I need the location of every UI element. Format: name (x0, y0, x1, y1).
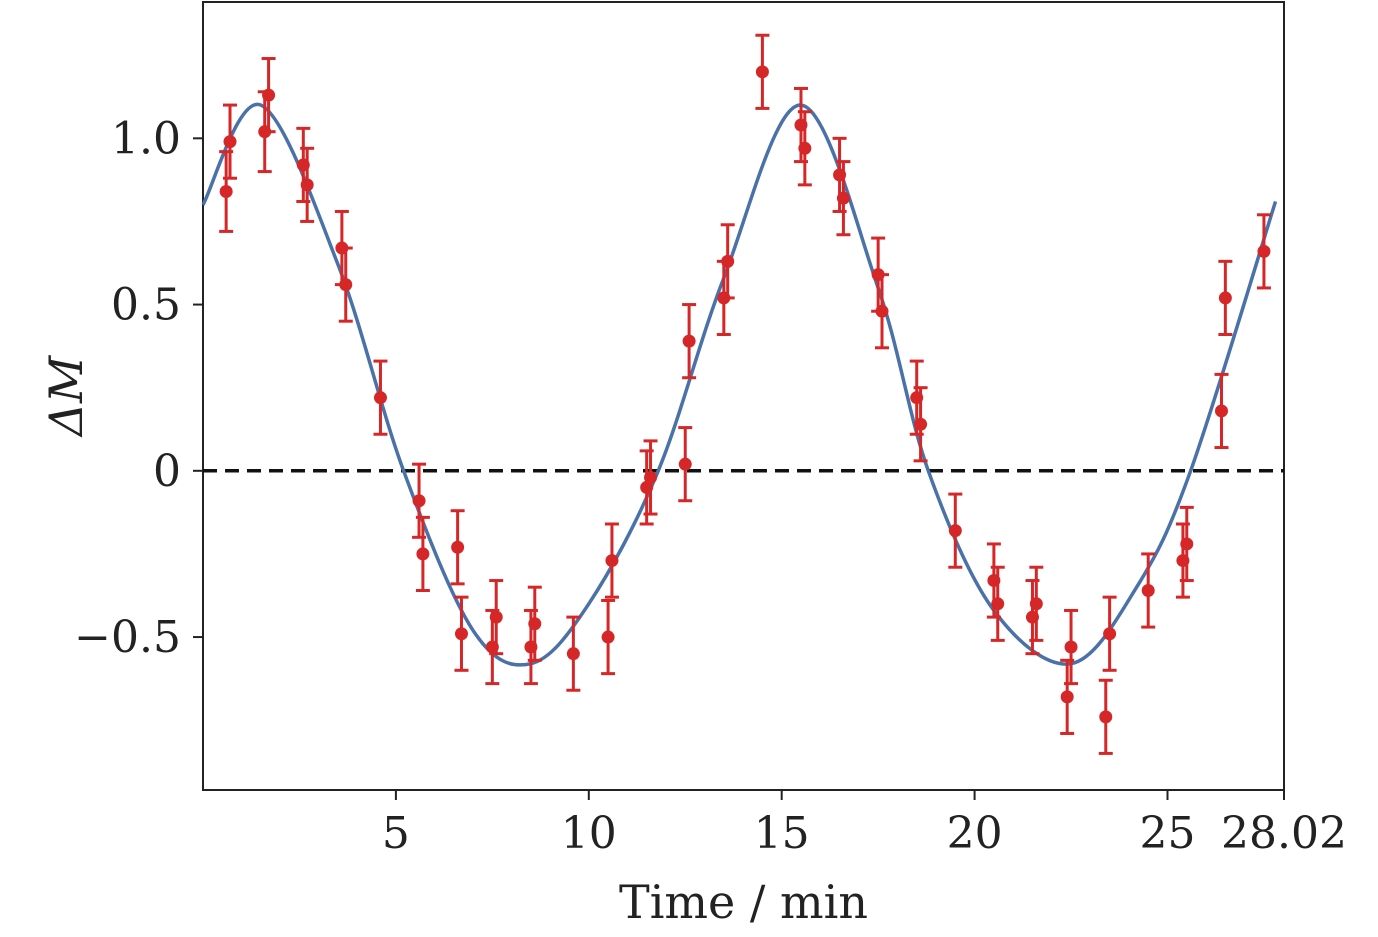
data-point (640, 480, 654, 494)
data-point (991, 597, 1005, 611)
data-point (755, 65, 769, 79)
data-point (678, 457, 692, 471)
data-point (836, 191, 850, 205)
data-point (485, 640, 499, 654)
data-point (682, 334, 696, 348)
data-point (717, 291, 731, 305)
data-point (416, 547, 430, 561)
data-point (1218, 291, 1232, 305)
data-point (871, 268, 885, 282)
y-axis: −0.5 0 0.5 1.0 (74, 113, 203, 663)
data-point (335, 241, 349, 255)
y-axis-label: ΔM (39, 354, 93, 438)
data-point (489, 610, 503, 624)
data-point (339, 278, 353, 292)
data-points (219, 65, 1271, 724)
data-point (451, 540, 465, 554)
data-point (528, 617, 542, 631)
data-point (721, 254, 735, 268)
x-tick-label: 5 (382, 808, 410, 859)
data-point (223, 135, 237, 149)
data-point (910, 391, 924, 405)
data-point (875, 304, 889, 318)
data-point (1141, 584, 1155, 598)
y-tick-label: 0.5 (111, 280, 181, 331)
y-tick-label: 1.0 (111, 113, 181, 164)
data-point (1064, 640, 1078, 654)
x-tick-label: 10 (561, 808, 617, 859)
x-tick-label: 25 (1139, 808, 1195, 859)
data-point (605, 554, 619, 568)
plot-area (201, 1, 1285, 791)
data-point (1257, 244, 1271, 258)
data-point (798, 141, 812, 155)
data-point (601, 630, 615, 644)
x-tick-label: 20 (947, 808, 1003, 859)
data-point (1176, 554, 1190, 568)
data-point (987, 574, 1001, 588)
data-point (454, 627, 468, 641)
data-point (258, 125, 272, 139)
data-point (412, 494, 426, 508)
x-tick-label: 28.02 (1221, 808, 1347, 859)
data-point (524, 640, 538, 654)
data-point (1025, 610, 1039, 624)
data-point (1099, 710, 1113, 724)
fit-curve (201, 102, 1278, 667)
x-tick-label: 15 (754, 808, 810, 859)
data-point (566, 647, 580, 661)
data-point (833, 168, 847, 182)
data-point (1215, 404, 1229, 418)
data-point (219, 185, 233, 199)
data-point (948, 524, 962, 538)
data-point (373, 391, 387, 405)
data-point (914, 417, 928, 431)
y-tick-label: 0 (153, 446, 181, 497)
data-point (1180, 537, 1194, 551)
data-point (1029, 597, 1043, 611)
data-point (262, 88, 276, 102)
data-point (1103, 627, 1117, 641)
y-tick-label: −0.5 (74, 612, 181, 663)
x-axis: 5 10 15 20 25 28.02 (382, 790, 1347, 859)
x-axis-label: Time / min (619, 875, 868, 929)
data-point (300, 178, 314, 192)
data-point (794, 118, 808, 132)
data-point (296, 158, 310, 172)
data-point (644, 470, 658, 484)
data-point (1060, 690, 1074, 704)
plot-frame (202, 1, 1285, 791)
